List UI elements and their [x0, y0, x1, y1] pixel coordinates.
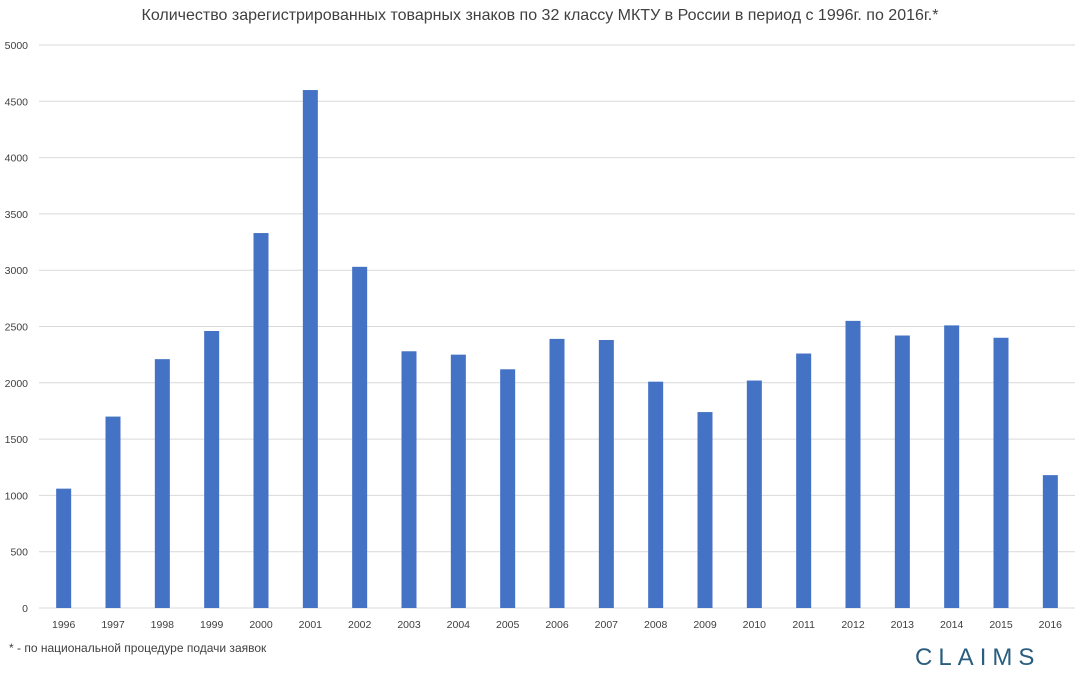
x-tick-label: 2006: [545, 619, 569, 631]
x-tick-label: 2008: [644, 619, 668, 631]
y-tick-label: 500: [10, 547, 28, 559]
x-tick-label: 2003: [397, 619, 421, 631]
bar-2011: [796, 353, 812, 608]
y-tick-label: 1500: [5, 434, 29, 446]
bar-1996: [56, 488, 72, 608]
bar-1997: [105, 416, 121, 608]
x-tick-label: 2007: [595, 619, 619, 631]
y-tick-label: 5000: [5, 40, 29, 52]
chart-title: Количество зарегистрированных товарных з…: [141, 7, 939, 24]
y-tick-label: 4500: [5, 96, 29, 108]
x-tick-label: 2013: [891, 619, 915, 631]
x-tick-label: 2014: [940, 619, 964, 631]
x-tick-label: 2009: [693, 619, 717, 631]
x-tick-label: 2000: [249, 619, 273, 631]
y-tick-label: 3000: [5, 265, 29, 277]
x-tick-label: 2004: [447, 619, 471, 631]
bar-2010: [746, 380, 762, 608]
x-tick-label: 1997: [101, 619, 125, 631]
bar-2009: [697, 412, 713, 608]
bar-2013: [894, 335, 910, 608]
bar-2005: [500, 369, 516, 608]
x-tick-label: 2001: [299, 619, 323, 631]
y-tick-label: 2000: [5, 378, 29, 390]
bar-2007: [598, 340, 614, 608]
claims-logo: CLAIMS: [915, 644, 1041, 671]
y-tick-label: 4000: [5, 153, 29, 165]
bar-1999: [204, 331, 220, 608]
bar-2006: [549, 338, 565, 608]
bar-2012: [845, 320, 861, 608]
y-tick-label: 2500: [5, 322, 29, 334]
bar-2003: [401, 351, 417, 608]
bar-1998: [154, 359, 170, 608]
bars: [56, 90, 1058, 609]
bar-2014: [944, 325, 960, 608]
x-tick-label: 2011: [792, 619, 815, 631]
y-tick-label: 3500: [5, 209, 29, 221]
x-tick-label: 2015: [989, 619, 1013, 631]
x-axis-ticks: 1996 1997 1998 1999 2000 2001 2002 2003 2004 2005…: [52, 619, 1062, 631]
bar-2000: [253, 233, 269, 609]
y-axis-ticks: 0 500 1000 1500 2000 2500 3000 3500 4000 4500 5000: [5, 40, 29, 615]
x-tick-label: 1996: [52, 619, 76, 631]
bar-2015: [993, 337, 1009, 608]
bar-2016: [1042, 475, 1058, 608]
y-tick-label: 0: [22, 603, 28, 615]
footnote: * - по национальной процедуре подачи зая…: [9, 641, 267, 655]
y-tick-label: 1000: [5, 490, 29, 502]
x-tick-label: 2016: [1039, 619, 1063, 631]
bar-2001: [302, 90, 318, 609]
bar-2008: [648, 381, 664, 608]
x-tick-label: 1998: [151, 619, 175, 631]
x-tick-label: 2005: [496, 619, 520, 631]
x-tick-label: 2010: [743, 619, 767, 631]
bar-2004: [450, 354, 466, 608]
x-tick-label: 2002: [348, 619, 372, 631]
bar-2002: [352, 266, 368, 608]
x-tick-label: 2012: [841, 619, 865, 631]
x-tick-label: 1999: [200, 619, 224, 631]
